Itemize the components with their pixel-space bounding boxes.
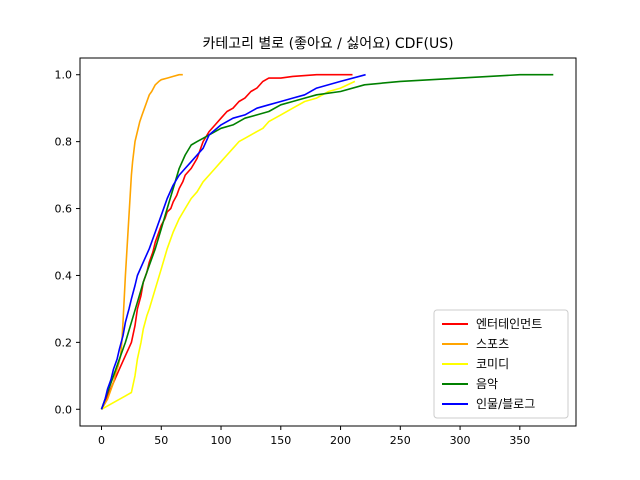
axes: 0 50 100 150 200 250 300 350 0.0 0.2 0.4 0.6 0.8 1.0 bbox=[55, 69, 531, 447]
x-tick-label: 300 bbox=[450, 434, 471, 447]
x-tick-label: 0 bbox=[98, 434, 105, 447]
x-tick-label: 250 bbox=[390, 434, 411, 447]
chart-title: 카테고리 별로 (좋아요 / 싫어요) CDF(US) bbox=[202, 36, 453, 52]
series-layer bbox=[100, 73, 554, 410]
x-tick-label: 100 bbox=[211, 434, 232, 447]
y-tick-label: 0.8 bbox=[55, 136, 73, 149]
series-line-3 bbox=[100, 73, 554, 410]
y-tick-label: 0.4 bbox=[55, 269, 73, 282]
plot-frame bbox=[79, 57, 577, 427]
series-line-4 bbox=[100, 73, 366, 410]
y-tick-label: 0.2 bbox=[55, 336, 73, 349]
legend-box bbox=[433, 309, 569, 419]
legend-label: 스포츠 bbox=[476, 337, 509, 351]
x-tick-label: 350 bbox=[509, 434, 530, 447]
series-line-2 bbox=[101, 80, 356, 410]
series-line-0 bbox=[100, 73, 353, 410]
x-tick-label: 200 bbox=[330, 434, 351, 447]
y-tick-label: 1.0 bbox=[55, 69, 73, 82]
y-tick-label: 0.0 bbox=[55, 403, 73, 416]
x-tick-label: 50 bbox=[154, 434, 168, 447]
legend-label: 인물/블로그 bbox=[476, 397, 535, 411]
legend-label: 음악 bbox=[476, 377, 498, 391]
legend-label: 엔터테인먼트 bbox=[476, 317, 542, 331]
x-tick-label: 150 bbox=[270, 434, 291, 447]
legend-label: 코미디 bbox=[476, 357, 509, 371]
y-tick-label: 0.6 bbox=[55, 203, 73, 216]
